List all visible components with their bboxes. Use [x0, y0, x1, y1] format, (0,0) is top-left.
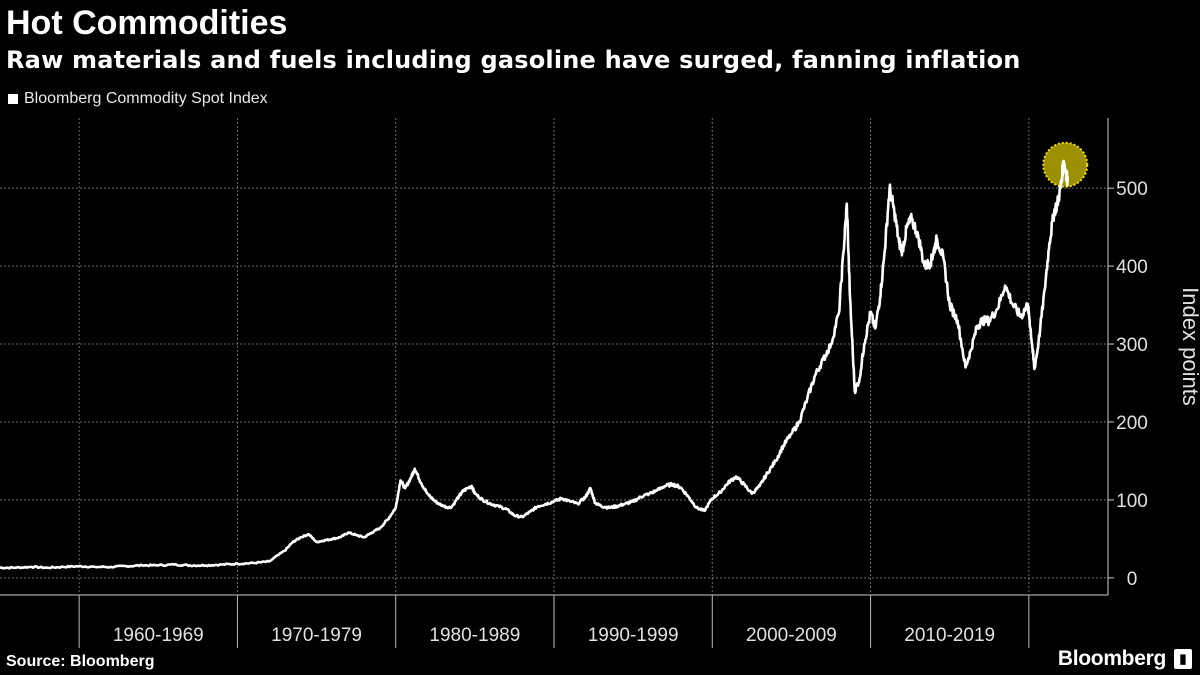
x-tick-label: 2000-2009 — [746, 625, 837, 646]
y-tick-label: 300 — [1116, 335, 1148, 356]
series-line — [0, 159, 1069, 570]
y-tick-label: 100 — [1116, 491, 1148, 512]
legend-label: Bloomberg Commodity Spot Index — [24, 90, 268, 107]
x-tick-label: 1960-1969 — [113, 625, 204, 646]
brand-name: Bloomberg — [1057, 647, 1166, 670]
x-tick-label: 1990-1999 — [588, 625, 679, 646]
chart-title: Hot Commodities — [6, 4, 288, 42]
x-tick-label: 1970-1979 — [271, 625, 362, 646]
x-tick-label: 2010-2019 — [904, 625, 995, 646]
brand-logo: Bloomberg ▮ — [1058, 647, 1192, 671]
legend-swatch — [8, 94, 18, 104]
y-tick-label: 200 — [1116, 413, 1148, 434]
bloomberg-app-icon: ▮ — [1174, 649, 1192, 669]
y-axis-title: Index points — [1178, 287, 1200, 406]
y-tick-label: 500 — [1116, 179, 1148, 200]
x-tick-label: 1980-1989 — [429, 625, 520, 646]
y-tick-label: 400 — [1116, 257, 1148, 278]
chart-legend: Bloomberg Commodity Spot Index — [8, 90, 268, 108]
chart-subtitle: Raw materials and fuels including gasoli… — [6, 46, 1021, 74]
y-tick-label: 0 — [1127, 569, 1138, 590]
source-note: Source: Bloomberg — [6, 653, 155, 670]
